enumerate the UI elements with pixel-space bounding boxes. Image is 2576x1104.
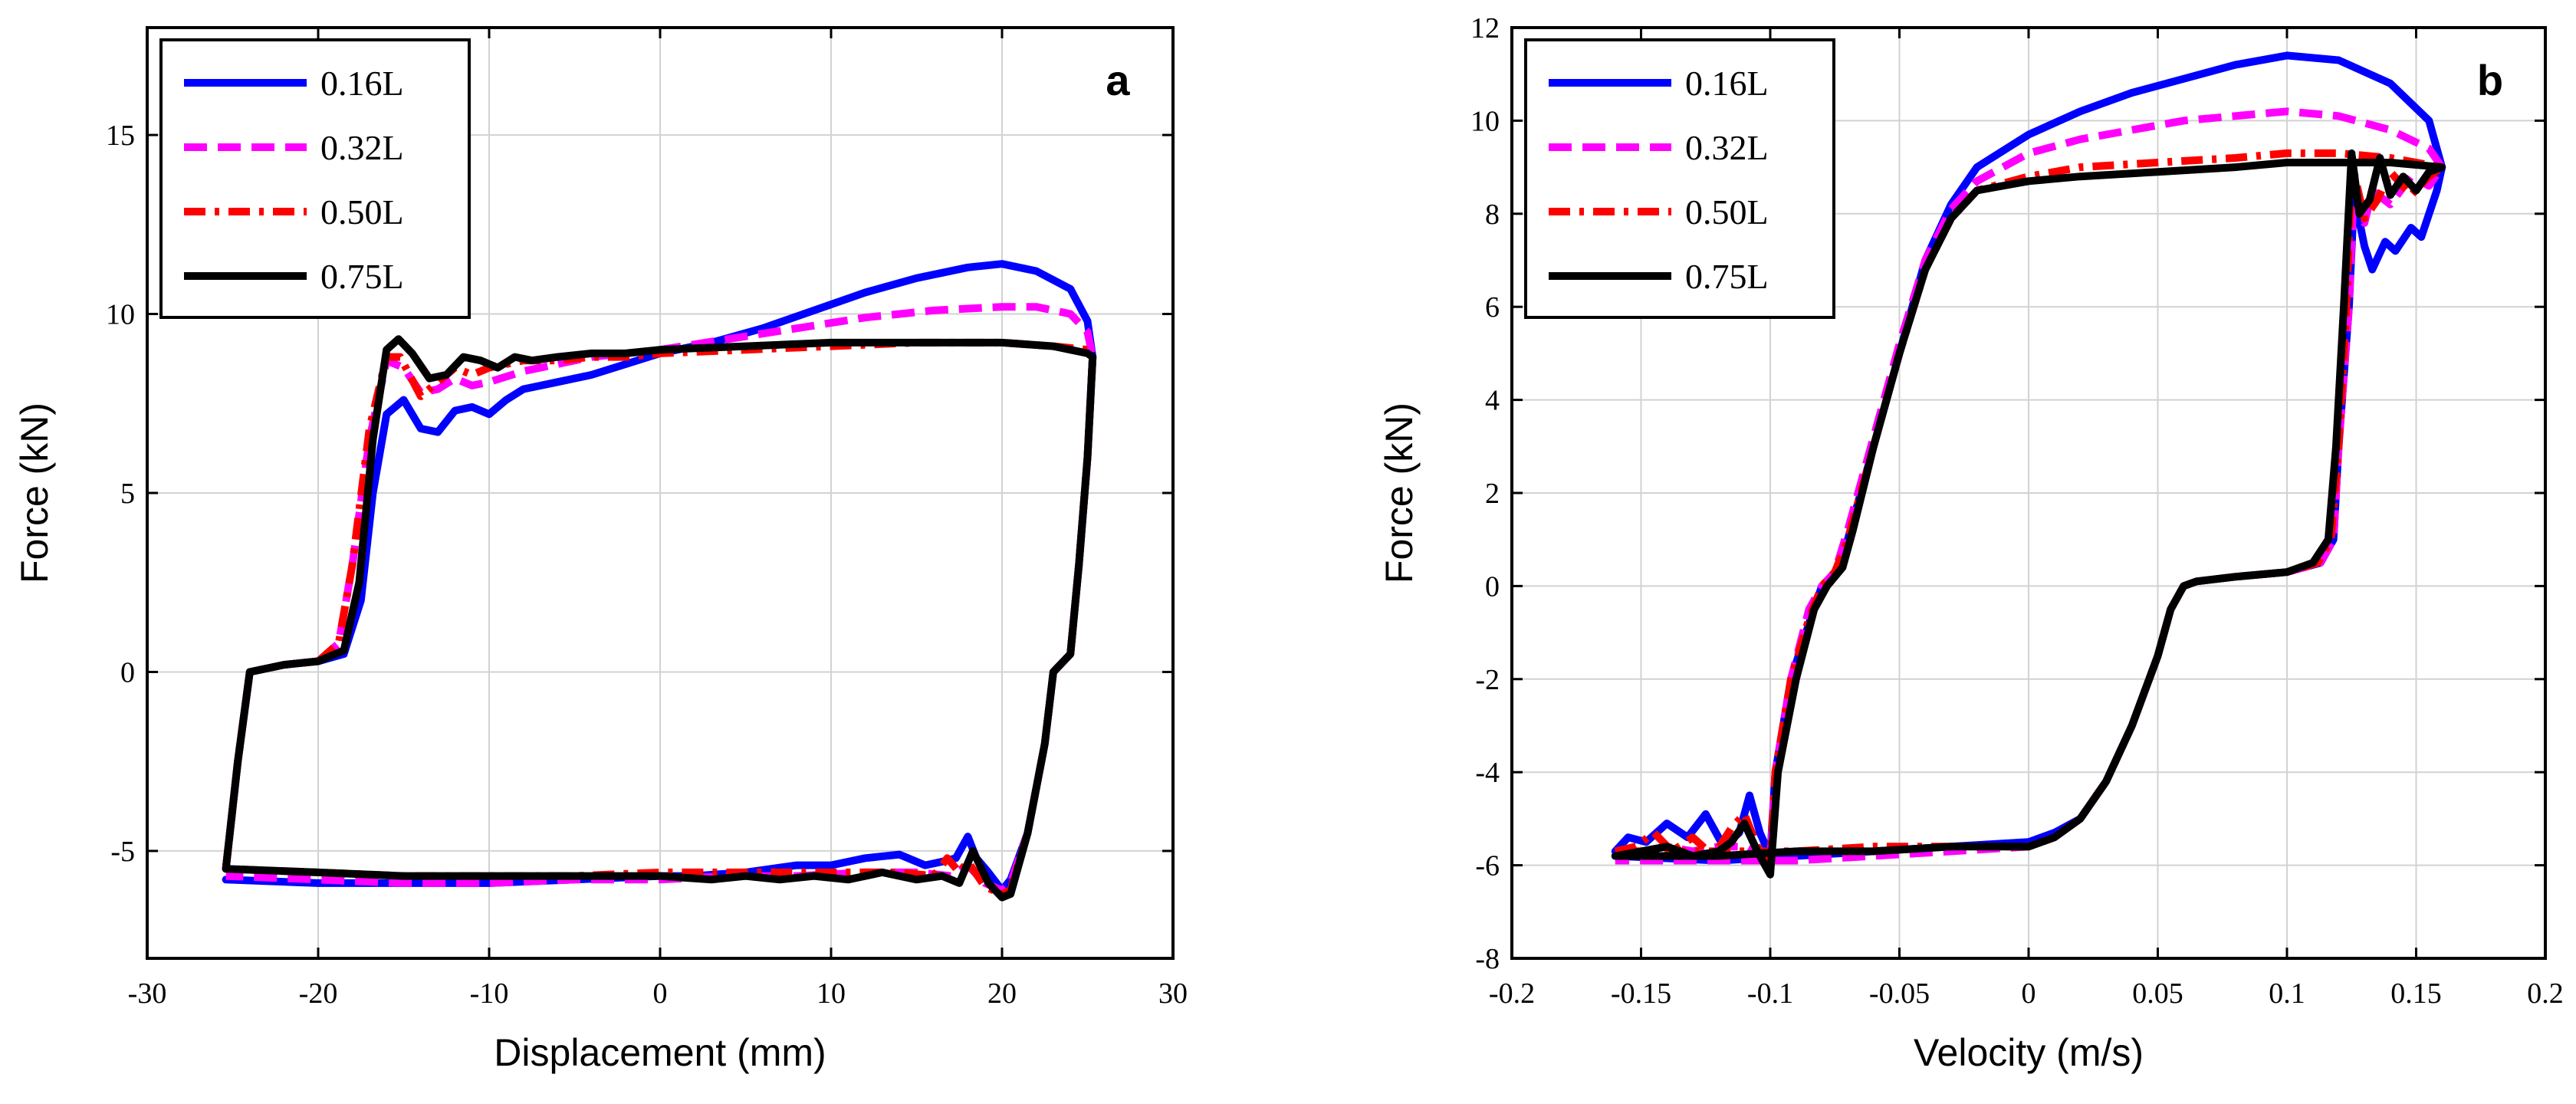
x-tick-label-3: -0.05	[1869, 978, 1930, 1010]
x-tick-label-4: 0	[2022, 978, 2036, 1010]
x-tick-label-6: 30	[1158, 978, 1188, 1010]
series-line-0.75L	[222, 335, 1097, 902]
y-axis-label: Force (kN)	[1378, 402, 1421, 583]
x-tick-label-0: -30	[128, 978, 167, 1010]
legend: 0.16L 0.32L 0.50L 0.75L	[1524, 38, 1835, 319]
y-tick-label-10: 12	[1470, 12, 1500, 44]
legend-label-0.32L: 0.32L	[1685, 128, 1769, 167]
y-tick-label-2: 5	[120, 478, 135, 510]
legend-label-0.32L: 0.32L	[320, 128, 404, 167]
legend: 0.16L 0.32L 0.50L 0.75L	[159, 38, 471, 319]
y-tick-label-9: 10	[1470, 105, 1500, 137]
legend-label-0.75L: 0.75L	[1685, 257, 1769, 296]
legend-label-0.16L: 0.16L	[1685, 64, 1769, 103]
y-tick-label-4: 15	[106, 120, 135, 152]
x-tick-label-5: 0.05	[2132, 978, 2183, 1010]
y-tick-label-3: -2	[1475, 664, 1500, 696]
x-tick-label-0: -0.2	[1489, 978, 1535, 1010]
y-tick-label-2: -4	[1475, 757, 1500, 789]
x-tick-label-2: -10	[470, 978, 509, 1010]
y-tick-label-0: -8	[1475, 943, 1500, 975]
legend-label-0.75L: 0.75L	[320, 257, 404, 296]
panel-letter: b	[2477, 56, 2503, 104]
y-tick-label-5: 2	[1485, 478, 1500, 510]
x-tick-label-7: 0.15	[2390, 978, 2442, 1010]
panel-a: -30 -20 -10 0 10 20 30 -5 0 5 10 15 Displacement (mm…	[13, 26, 1188, 1074]
x-tick-label-3: 0	[653, 978, 668, 1010]
series-line-0.16L	[222, 260, 1097, 895]
legend-label-0.50L: 0.50L	[320, 192, 404, 232]
x-tick-label-2: -0.1	[1747, 978, 1793, 1010]
x-axis-label: Velocity (m/s)	[1914, 1031, 2144, 1074]
legend-label-0.16L: 0.16L	[320, 64, 404, 103]
legend-label-0.50L: 0.50L	[1685, 192, 1769, 232]
panel-letter: a	[1106, 56, 1130, 104]
y-tick-label-3: 10	[106, 299, 135, 331]
x-tick-label-4: 10	[816, 978, 846, 1010]
y-tick-label-8: 8	[1485, 199, 1500, 231]
x-tick-label-6: 0.1	[2269, 978, 2305, 1010]
y-tick-label-1: -6	[1475, 850, 1500, 882]
y-axis-label: Force (kN)	[13, 402, 56, 583]
y-tick-label-0: -5	[110, 836, 135, 868]
series-line-0.75L	[1611, 149, 2446, 879]
y-tick-label-1: 0	[120, 656, 135, 688]
y-tick-label-4: 0	[1485, 570, 1500, 603]
x-axis-label: Displacement (mm)	[494, 1031, 826, 1074]
x-tick-label-1: -20	[299, 978, 338, 1010]
y-tick-label-7: 6	[1485, 291, 1500, 324]
x-tick-label-8: 0.2	[2527, 978, 2564, 1010]
x-tick-label-5: 20	[987, 978, 1017, 1010]
y-tick-label-6: 4	[1485, 385, 1500, 417]
x-tick-label-1: -0.15	[1611, 978, 1671, 1010]
panel-b: -0.2 -0.15 -0.1 -0.05 0 0.05 0.1 0.15 0.2 -8 -6 -4 -…	[1378, 12, 2564, 1074]
